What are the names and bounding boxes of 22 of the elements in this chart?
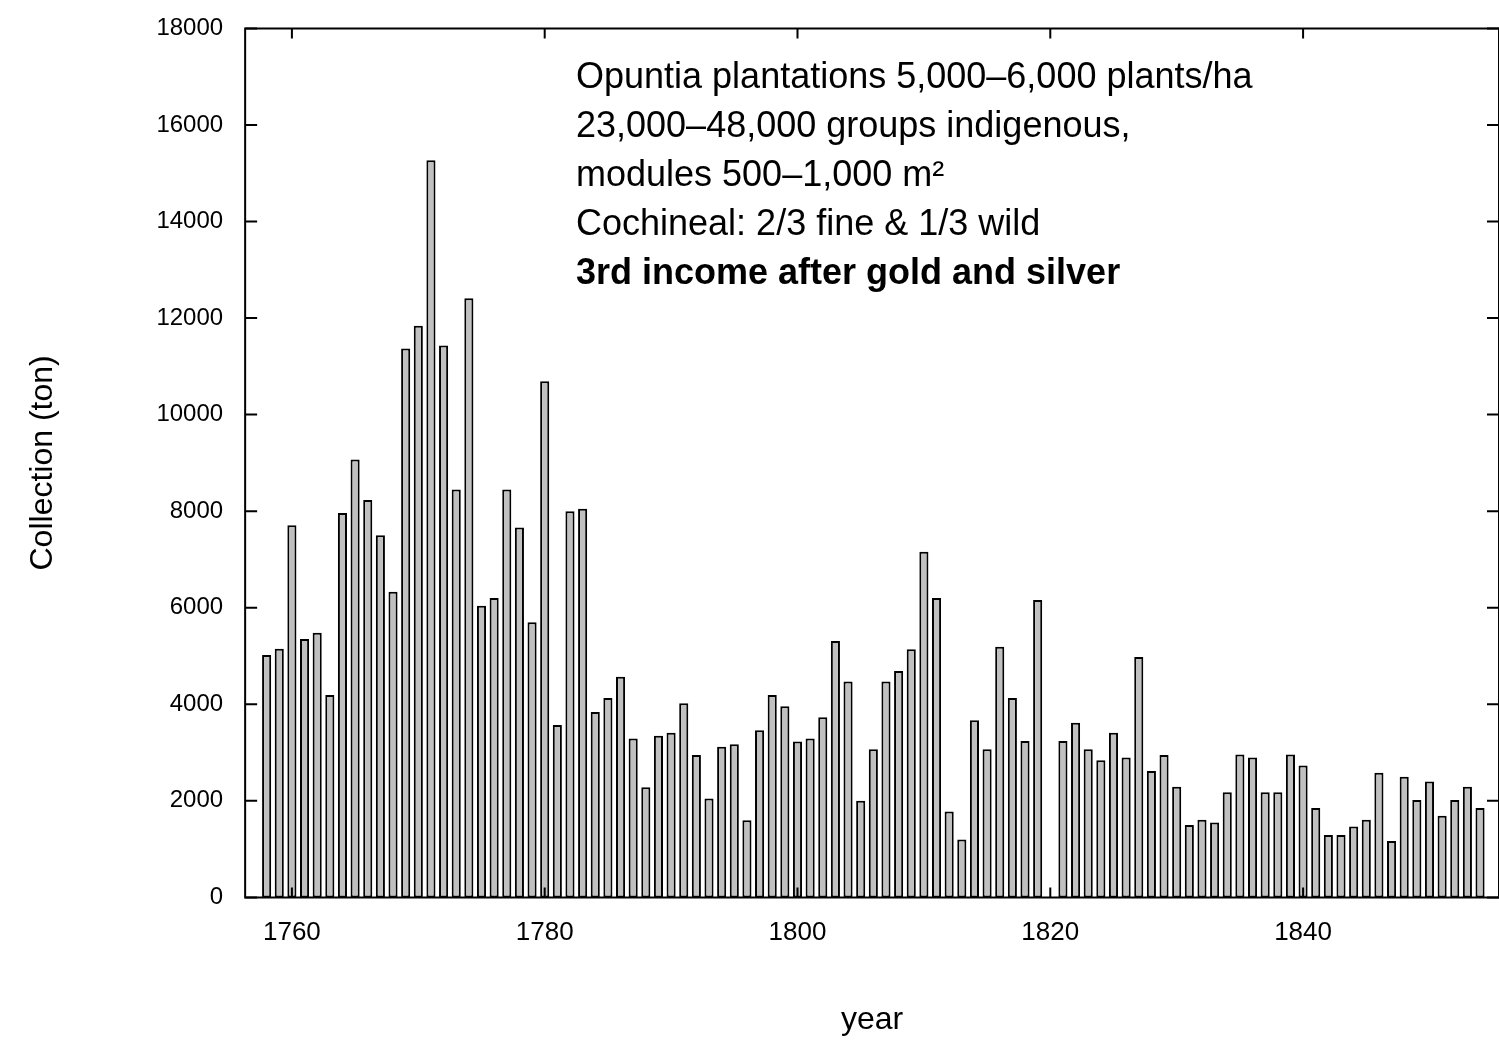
y-tick-label: 8000 bbox=[169, 495, 224, 523]
y-tick-label: 10000 bbox=[156, 399, 224, 427]
y-tick-label: 12000 bbox=[156, 302, 224, 330]
x-tick-label: 1760 bbox=[262, 916, 321, 947]
y-tick-label: 6000 bbox=[169, 592, 224, 620]
y-tick-label: 4000 bbox=[169, 688, 224, 716]
annotation: Cochineal: 2/3 fine & 1/3 wild bbox=[576, 201, 1041, 243]
annotation: modules 500–1,000 m² bbox=[576, 152, 945, 194]
y-axis-title: Collection (ton) bbox=[23, 355, 60, 571]
x-tick-label: 1800 bbox=[768, 916, 827, 947]
annotation: 23,000–48,000 groups indigenous, bbox=[576, 103, 1131, 145]
x-tick-label: 1780 bbox=[515, 916, 574, 947]
x-tick-label: 1840 bbox=[1274, 916, 1333, 947]
y-tick-label: 14000 bbox=[156, 206, 224, 234]
y-tick-label: 16000 bbox=[156, 109, 224, 137]
x-axis-title: year bbox=[840, 999, 904, 1036]
y-tick-label: 2000 bbox=[169, 785, 224, 813]
annotation: Opuntia plantations 5,000–6,000 plants/ha bbox=[576, 54, 1254, 96]
y-tick-label: 18000 bbox=[156, 13, 224, 41]
x-tick-label: 1820 bbox=[1021, 916, 1080, 947]
annotation: 3rd income after gold and silver bbox=[576, 250, 1121, 292]
y-tick-label: 0 bbox=[209, 882, 224, 910]
